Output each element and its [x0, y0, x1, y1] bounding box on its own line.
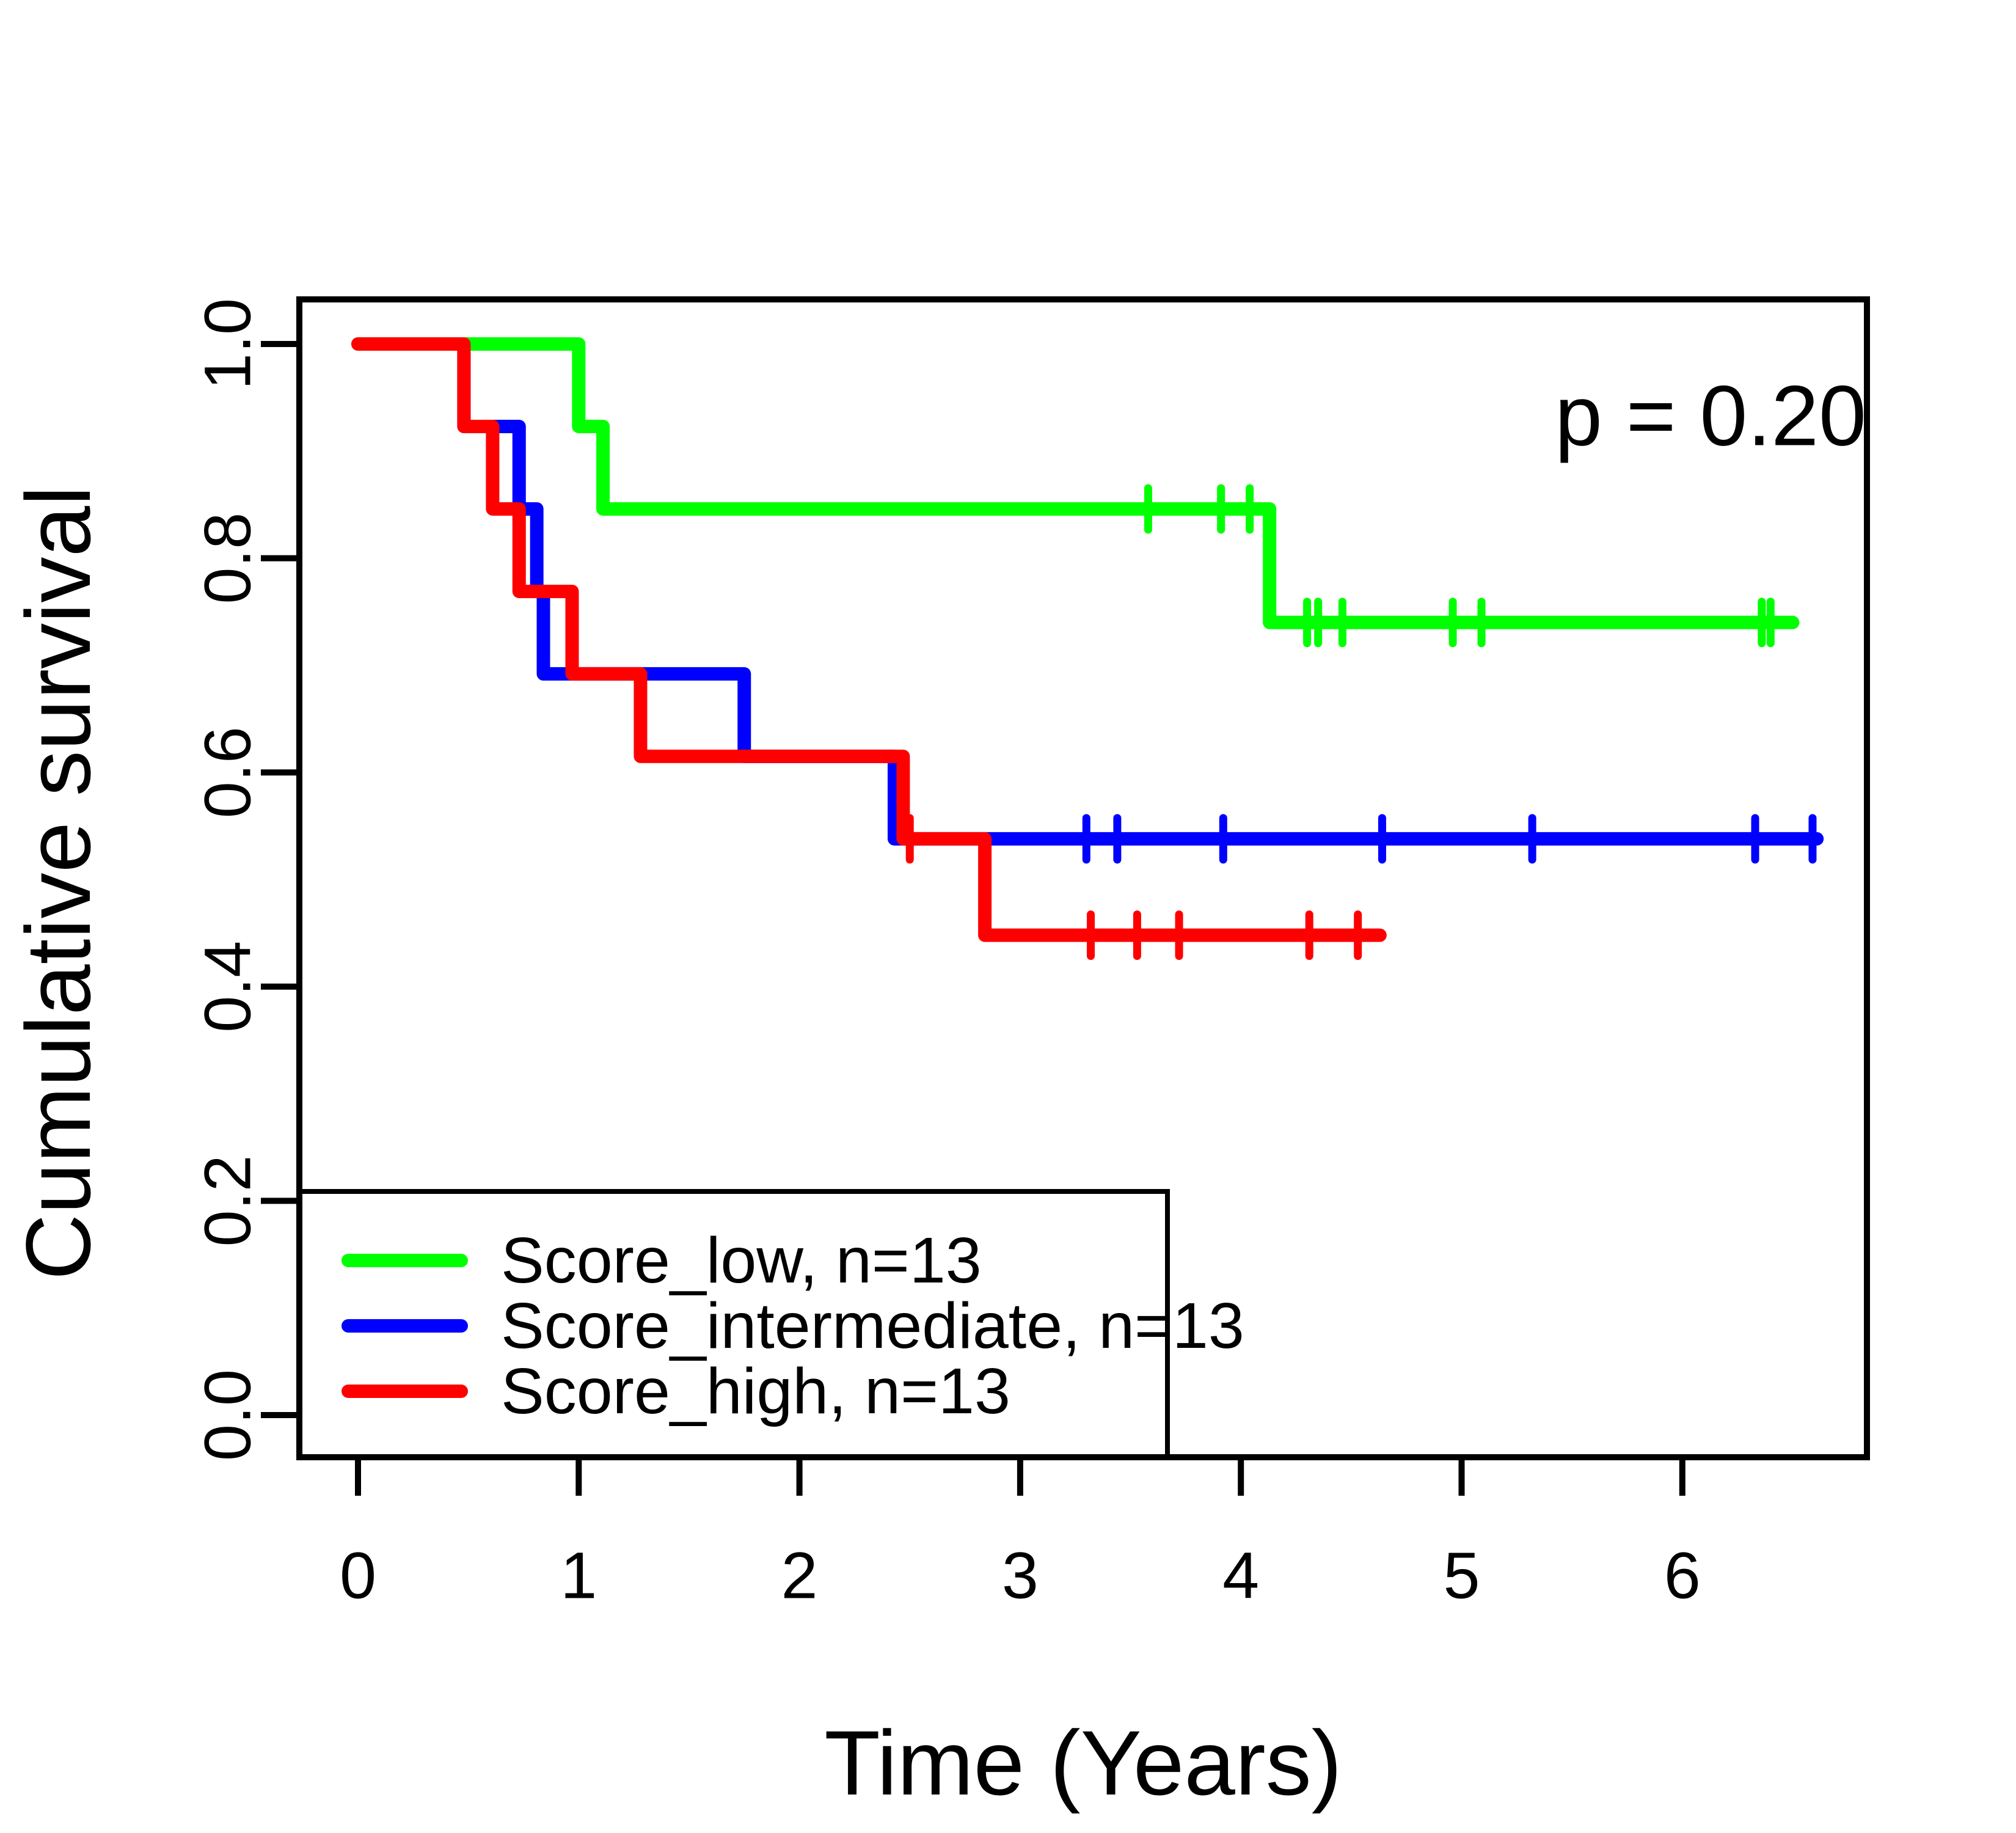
x-axis-tick-label: 0 — [340, 1538, 376, 1612]
y-axis-tick-label: 1.0 — [191, 298, 265, 390]
x-axis: 0 1 2 3 4 5 6 — [340, 1457, 1701, 1612]
y-axis-tick-label: 0.2 — [191, 1155, 265, 1246]
y-axis-tick-label: 0.4 — [191, 941, 265, 1033]
x-axis-tick-label: 4 — [1222, 1538, 1259, 1612]
legend-label-score-intermediate-n-13: Score_intermediate, n=13 — [501, 1290, 1244, 1362]
legend-border — [297, 1189, 1170, 1460]
survival-curve-score-high-n-13 — [351, 337, 1387, 942]
x-axis-tick-label: 2 — [781, 1538, 818, 1612]
x-axis-tick-label: 1 — [560, 1538, 597, 1612]
y-axis-tick-label: 0.6 — [191, 726, 265, 818]
survival-curve-score-low-n-13 — [351, 337, 1800, 629]
x-axis-tick-label: 6 — [1664, 1538, 1701, 1612]
legend-label-score-low-n-13: Score_low, n=13 — [501, 1224, 982, 1297]
y-axis-tick-label: 0.0 — [191, 1369, 265, 1461]
y-axis-title: Cumulative survival — [7, 486, 109, 1280]
y-axis: 0.0 0.2 0.4 0.6 0.8 1.0 — [191, 298, 299, 1461]
survival-curves — [351, 337, 1824, 960]
x-axis-tick-label: 3 — [1002, 1538, 1039, 1612]
x-axis-title: Time (Years) — [824, 1711, 1342, 1814]
legend-label-score-high-n-13: Score_high, n=13 — [501, 1355, 1010, 1427]
y-axis-tick-label: 0.8 — [191, 513, 265, 604]
p-value-annotation: p = 0.20 — [1555, 368, 1866, 464]
x-axis-tick-label: 5 — [1443, 1538, 1480, 1612]
